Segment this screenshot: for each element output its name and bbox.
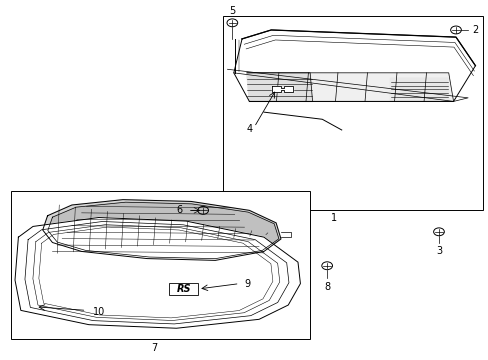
- Text: 7: 7: [151, 343, 157, 353]
- Polygon shape: [272, 86, 292, 92]
- Text: 6: 6: [176, 205, 182, 215]
- Polygon shape: [246, 73, 312, 102]
- Text: 10: 10: [93, 307, 105, 317]
- Polygon shape: [15, 217, 300, 328]
- Text: RS: RS: [176, 284, 191, 294]
- Text: 5: 5: [229, 6, 235, 16]
- FancyBboxPatch shape: [11, 191, 309, 339]
- FancyBboxPatch shape: [169, 283, 198, 295]
- FancyBboxPatch shape: [222, 16, 482, 210]
- Polygon shape: [42, 200, 281, 260]
- Polygon shape: [233, 30, 474, 102]
- Polygon shape: [389, 78, 448, 101]
- Text: 1: 1: [331, 212, 337, 222]
- Text: 4: 4: [246, 124, 252, 134]
- Text: 9: 9: [244, 279, 250, 289]
- Text: 3: 3: [435, 246, 441, 256]
- Polygon shape: [246, 73, 453, 102]
- Polygon shape: [48, 202, 278, 259]
- Text: 8: 8: [324, 282, 329, 292]
- Text: 2: 2: [471, 25, 477, 35]
